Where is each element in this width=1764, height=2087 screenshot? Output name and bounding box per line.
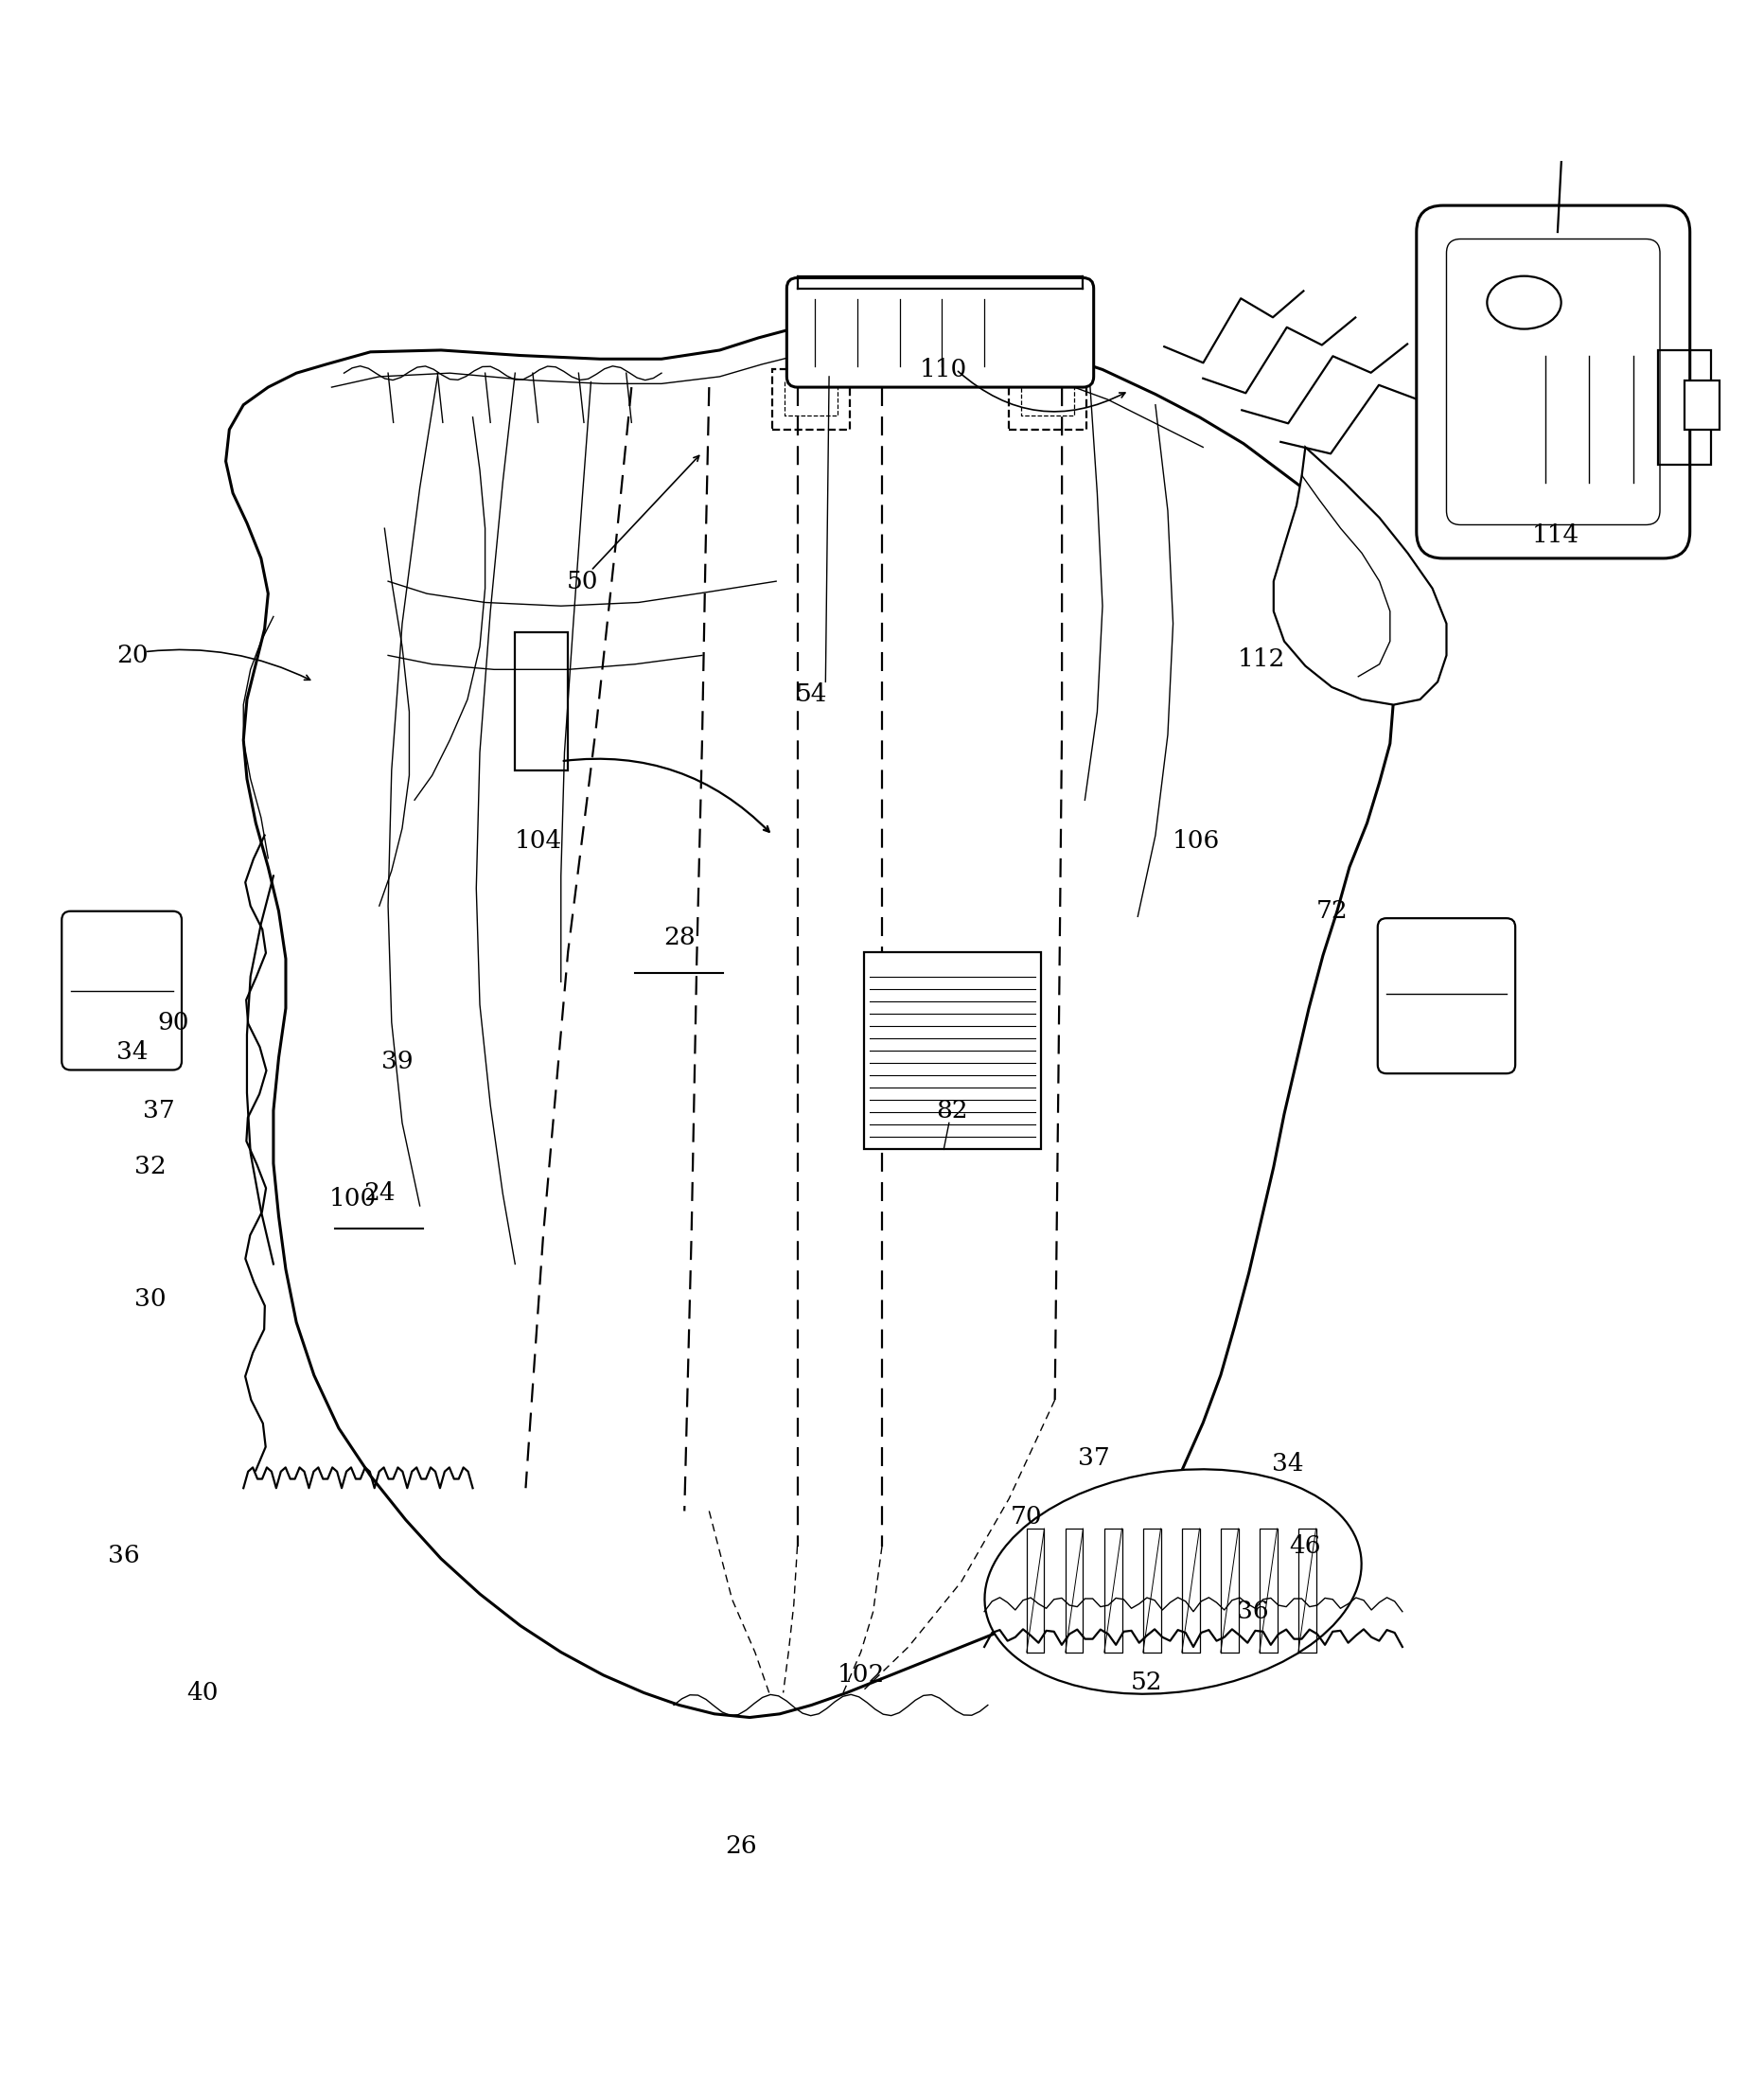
Text: 24: 24: [363, 1181, 395, 1206]
Bar: [1685, 380, 1720, 430]
FancyBboxPatch shape: [787, 278, 1094, 388]
Polygon shape: [1274, 447, 1446, 705]
Text: 28: 28: [663, 927, 695, 950]
Text: 100: 100: [330, 1188, 376, 1210]
Bar: [1658, 351, 1711, 465]
Ellipse shape: [984, 1469, 1362, 1695]
Text: 34: 34: [1272, 1453, 1304, 1476]
FancyBboxPatch shape: [62, 912, 182, 1071]
Text: 34: 34: [116, 1041, 148, 1064]
Bar: [1009, 369, 1087, 430]
Text: 32: 32: [134, 1156, 166, 1179]
Bar: [515, 632, 568, 770]
Text: 26: 26: [725, 1834, 757, 1857]
Text: 82: 82: [937, 1098, 968, 1123]
Text: 50: 50: [566, 570, 598, 593]
Text: 37: 37: [1078, 1446, 1110, 1469]
Text: 102: 102: [836, 1663, 886, 1686]
Text: 46: 46: [1289, 1534, 1321, 1559]
Bar: [864, 952, 1041, 1150]
Bar: [773, 369, 850, 430]
Text: 112: 112: [1237, 647, 1286, 670]
Text: 90: 90: [157, 1010, 189, 1035]
Text: 110: 110: [921, 357, 967, 382]
Text: 72: 72: [1316, 899, 1348, 922]
Text: 37: 37: [143, 1098, 175, 1123]
Polygon shape: [226, 319, 1394, 1718]
Text: 70: 70: [1011, 1505, 1043, 1528]
Text: 104: 104: [515, 829, 561, 851]
FancyBboxPatch shape: [1378, 918, 1515, 1073]
Ellipse shape: [1487, 275, 1561, 330]
Circle shape: [1551, 29, 1586, 65]
Text: 40: 40: [187, 1680, 219, 1705]
Text: 36: 36: [108, 1542, 139, 1567]
Text: 30: 30: [134, 1288, 166, 1311]
Text: 39: 39: [381, 1050, 413, 1073]
Text: 106: 106: [1173, 829, 1219, 851]
Text: 114: 114: [1533, 524, 1579, 547]
Text: 52: 52: [1131, 1670, 1162, 1695]
Text: 54: 54: [796, 682, 827, 705]
FancyBboxPatch shape: [1416, 205, 1690, 559]
Text: 36: 36: [1237, 1601, 1268, 1624]
Text: 20: 20: [116, 643, 148, 668]
